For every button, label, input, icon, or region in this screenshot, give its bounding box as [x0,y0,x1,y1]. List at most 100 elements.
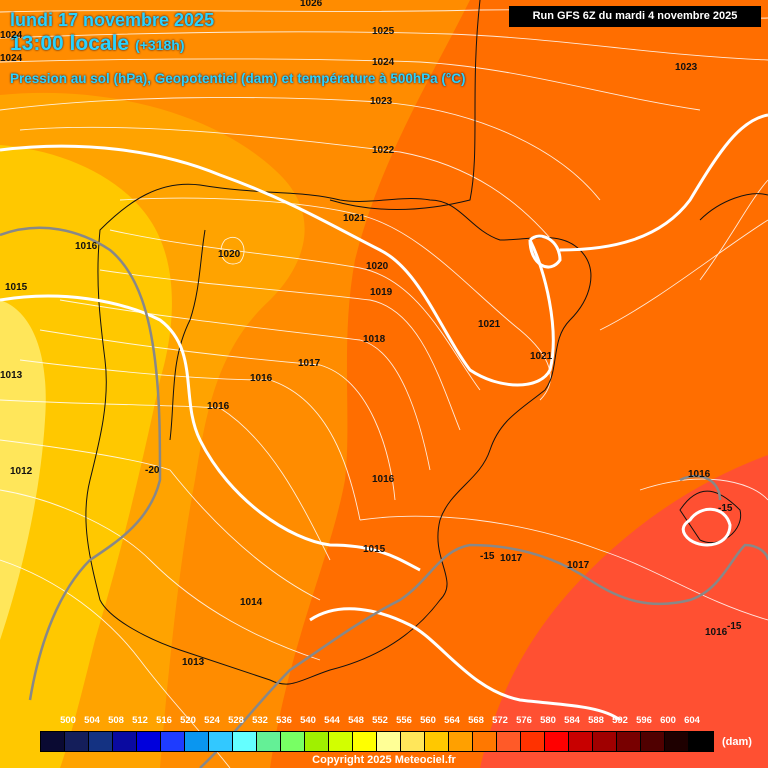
isobar-1019 [99,269,461,431]
isobar-1016e [639,478,768,501]
legend-swatch [209,732,233,751]
legend-tick-label: 520 [180,715,196,726]
legend-tick-label: 504 [84,715,100,726]
isobar-1016b [0,399,331,561]
legend-tick-label: 580 [540,715,556,726]
isobar-label: 1016 [705,627,728,638]
legend-swatch [545,732,569,751]
legend-swatch [137,732,161,751]
legend-swatch [329,732,353,751]
isotherm-label: -15 [727,621,742,632]
legend-tick-label: 528 [228,715,244,726]
isohypse-loop [528,234,562,269]
copyright: Copyright 2025 Meteociel.fr [312,754,456,766]
isobar-label: 1017 [567,560,590,571]
isobar-label: 1018 [363,334,386,345]
legend-swatch [665,732,689,751]
isobar-label: 1024 [372,57,395,68]
legend-swatch [161,732,185,751]
isotherm-label: -20 [145,465,160,476]
map-date: lundi 17 novembre 2025 [10,10,215,30]
legend-tick-label: 564 [444,715,460,726]
legend-swatch [449,732,473,751]
isohypse-c [0,294,421,572]
iberia-outline [85,183,592,685]
isobar-1015 [0,439,321,601]
isobar-label: 1013 [0,370,23,381]
isobar-label: 1017 [500,553,523,564]
isobar-label: 1023 [370,96,393,107]
legend-swatch [401,732,425,751]
isohypse-a [0,144,555,387]
isobar-label: 1014 [240,597,263,608]
isobar-label: 1016 [75,241,98,252]
isobar-label: 1016 [207,401,230,412]
geopotential-lines [0,113,768,722]
isobar-east2 [699,179,768,281]
isobar-label: 1021 [478,319,501,330]
isobar-label: 1016 [250,373,273,384]
isobar-1021 [119,197,551,401]
isobar-label: 1015 [5,282,28,293]
legend-tick-label: 540 [300,715,316,726]
legend-swatch [569,732,593,751]
legend-swatch [473,732,497,751]
isobar-label: 1021 [343,213,366,224]
isobar-label: 1013 [182,657,205,668]
legend-tick-label: 500 [60,715,76,726]
island-east [679,490,742,544]
isobar-label: 1020 [218,249,241,260]
legend-tick-label: 592 [612,715,628,726]
coast-east [699,193,768,221]
france-border [329,0,481,210]
band-556 [0,300,46,640]
borders [85,0,768,685]
legend-tick-label: 516 [156,715,172,726]
isobar-label: 1026 [300,0,323,9]
isobar-1017e [359,515,768,621]
isobar-label: 1019 [370,287,393,298]
isobar-1024 [0,58,701,111]
isotherm-minus15-b [679,474,722,501]
isobar-label: 1020 [366,261,389,272]
legend-swatch [353,732,377,751]
isobar-label: 1021 [530,351,553,362]
legend-tick-label: 548 [348,715,364,726]
isobar-label: 1016 [688,469,711,480]
map-subtitle: Pression au sol (hPa), Geopotentiel (dam… [10,71,466,86]
legend-tick-label: 600 [660,715,676,726]
legend-ticks: 500 504 508 512 516 520 524 528 532 536 540 544 548 5… [0,715,768,729]
isotherm-label: -15 [718,503,733,514]
map-time: 13:00 locale (+318h) [10,32,185,56]
isohypse-low [681,507,732,547]
isotherm-minus20 [0,226,162,701]
legend-tick-label: 512 [132,715,148,726]
color-legend: 500 504 508 512 516 520 524 528 532 536 540 544 548 5… [0,710,768,768]
legend-swatch [377,732,401,751]
legend-swatch [41,732,65,751]
isobar-east [599,219,768,331]
isobar-1023 [0,97,601,201]
isobar-label: 1017 [298,358,321,369]
legend-color-bar [40,731,714,752]
legend-swatch [305,732,329,751]
isobar-label: 1024 [0,30,23,41]
legend-tick-label: 596 [636,715,652,726]
legend-swatch [425,732,449,751]
legend-swatch [89,732,113,751]
legend-tick-label: 552 [372,715,388,726]
isobar-1020 [109,229,481,391]
legend-tick-label: 584 [564,715,580,726]
legend-swatch [497,732,521,751]
isobars [0,9,768,768]
isotherm-label: -15 [480,551,495,562]
legend-tick-label: 588 [588,715,604,726]
isobar-label: 1025 [372,26,395,37]
forecast-lead: (+318h) [135,37,185,53]
isobar-1017 [39,329,396,501]
isobar-1022 [19,126,561,251]
legend-swatch [113,732,137,751]
isobar-label: 1023 [675,62,698,73]
isobar-1016 [19,359,361,521]
